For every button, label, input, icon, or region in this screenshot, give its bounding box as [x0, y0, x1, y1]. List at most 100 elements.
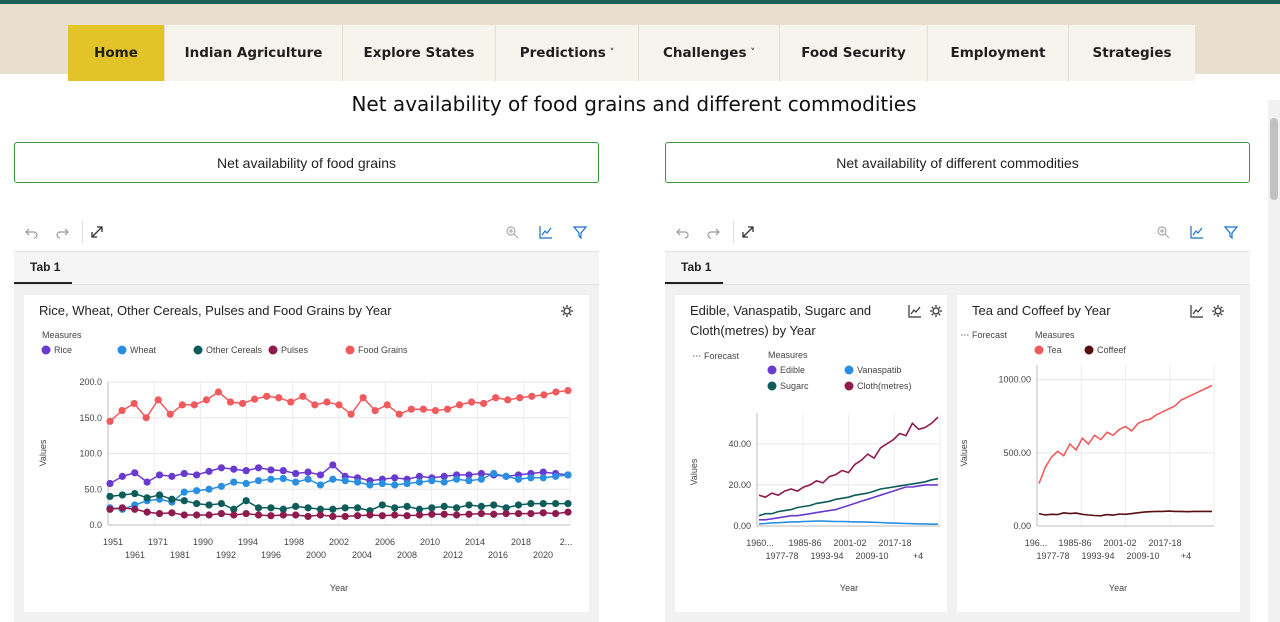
data-point — [527, 509, 535, 518]
data-point — [214, 388, 223, 396]
data-point — [205, 485, 213, 493]
data-point — [267, 466, 275, 474]
page-scrollbar[interactable] — [1268, 100, 1280, 622]
data-point — [106, 505, 114, 513]
data-point — [118, 491, 126, 499]
redo-icon[interactable] — [52, 222, 72, 242]
page-title: Net availability of food grains and diff… — [351, 92, 917, 116]
data-point — [316, 471, 325, 479]
y-tick-label: 40.00 — [728, 439, 751, 449]
x-tick-label: 2002 — [329, 537, 349, 547]
data-point — [502, 504, 510, 512]
series-line-cloth-metres- — [758, 416, 939, 499]
chart-type-icon[interactable] — [908, 304, 922, 323]
data-point — [477, 509, 485, 518]
data-point — [455, 401, 464, 409]
undo-icon[interactable] — [673, 222, 693, 242]
data-point — [217, 482, 226, 490]
y-tick-label: 0.00 — [733, 521, 751, 531]
settings-gear-icon[interactable] — [560, 304, 574, 323]
legend-swatch — [1034, 345, 1044, 355]
settings-gear-icon[interactable] — [1211, 304, 1225, 323]
legend-title: Measures — [42, 330, 82, 340]
nav-food-security[interactable]: Food Security — [780, 25, 928, 81]
data-point — [155, 471, 164, 479]
legend-title: Measures — [1035, 330, 1075, 340]
data-point — [118, 407, 126, 415]
legend-label: Sugarc — [780, 381, 809, 391]
data-point — [279, 467, 287, 475]
data-point — [131, 489, 139, 498]
nav-employment[interactable]: Employment — [928, 25, 1069, 81]
data-point — [514, 509, 523, 518]
data-point — [230, 465, 238, 473]
data-point — [143, 494, 151, 502]
data-point — [230, 478, 238, 486]
data-point — [180, 497, 188, 505]
filter-icon[interactable] — [570, 222, 590, 242]
data-point — [527, 474, 535, 482]
x-tick-label: 1951 — [103, 537, 123, 547]
food-grains-tab-button[interactable]: Net availability of food grains — [14, 142, 599, 183]
undo-icon[interactable] — [22, 222, 42, 242]
data-point — [492, 394, 500, 402]
chart-type-icon[interactable] — [1190, 304, 1204, 323]
data-point — [391, 504, 399, 512]
commodities-line-chart: Forecast Measures Edible Vanaspatib Sugarc Cl… — [689, 350, 941, 593]
zoom-icon[interactable] — [1153, 222, 1173, 242]
expand-icon[interactable] — [738, 222, 758, 242]
data-point — [552, 472, 560, 480]
data-point — [353, 512, 362, 520]
data-point — [242, 497, 250, 505]
y-axis-title: Values — [959, 439, 969, 466]
x-tick-label: 1977-78 — [765, 551, 798, 561]
data-point — [564, 499, 572, 508]
data-point — [502, 472, 510, 480]
nav-predictions[interactable]: Predictions ˅ — [496, 25, 639, 81]
zoom-icon[interactable] — [502, 222, 522, 242]
redo-icon[interactable] — [703, 222, 723, 242]
x-axis-title: Year — [1109, 583, 1127, 593]
x-tick-label: 2004 — [352, 550, 372, 560]
nav-strategies[interactable]: Strategies — [1069, 25, 1195, 81]
data-point — [316, 505, 325, 513]
expand-icon[interactable] — [87, 222, 107, 242]
data-point — [106, 492, 114, 500]
chart-icon[interactable] — [1187, 222, 1207, 242]
scrollbar-thumb[interactable] — [1270, 118, 1278, 200]
data-point — [477, 502, 485, 511]
data-point — [230, 511, 238, 519]
data-point — [316, 481, 325, 489]
nav-home[interactable]: Home — [68, 25, 165, 81]
nav-challenges[interactable]: Challenges ˅ — [639, 25, 780, 81]
left-toolbar — [14, 213, 599, 252]
chevron-down-icon: ˅ — [609, 48, 615, 58]
tab-1[interactable]: Tab 1 — [681, 260, 712, 274]
data-point — [552, 499, 560, 508]
data-point — [428, 504, 436, 512]
data-point — [267, 475, 275, 483]
commodities-tab-button[interactable]: Net availability of different commoditie… — [665, 142, 1250, 183]
filter-icon[interactable] — [1221, 222, 1241, 242]
data-point — [440, 472, 448, 480]
tab-1[interactable]: Tab 1 — [30, 260, 61, 274]
nav-indian-agriculture[interactable]: Indian Agriculture — [165, 25, 343, 81]
chart-icon[interactable] — [536, 222, 556, 242]
data-point — [383, 401, 391, 409]
legend-label: Food Grains — [358, 345, 408, 355]
data-point — [304, 475, 312, 483]
data-point — [366, 511, 374, 519]
settings-gear-icon[interactable] — [929, 304, 943, 323]
x-tick-label: 1981 — [170, 550, 190, 560]
data-point — [329, 475, 337, 483]
data-point — [353, 504, 362, 512]
data-point — [155, 491, 164, 499]
data-point — [415, 511, 424, 519]
data-point — [323, 398, 331, 406]
nav-explore-states[interactable]: Explore States — [343, 25, 496, 81]
x-tick-label: +4 — [913, 551, 923, 561]
data-point — [359, 394, 367, 402]
data-point — [275, 394, 283, 402]
active-tab-indicator — [14, 282, 72, 284]
series-line-vanaspatib — [758, 520, 938, 525]
